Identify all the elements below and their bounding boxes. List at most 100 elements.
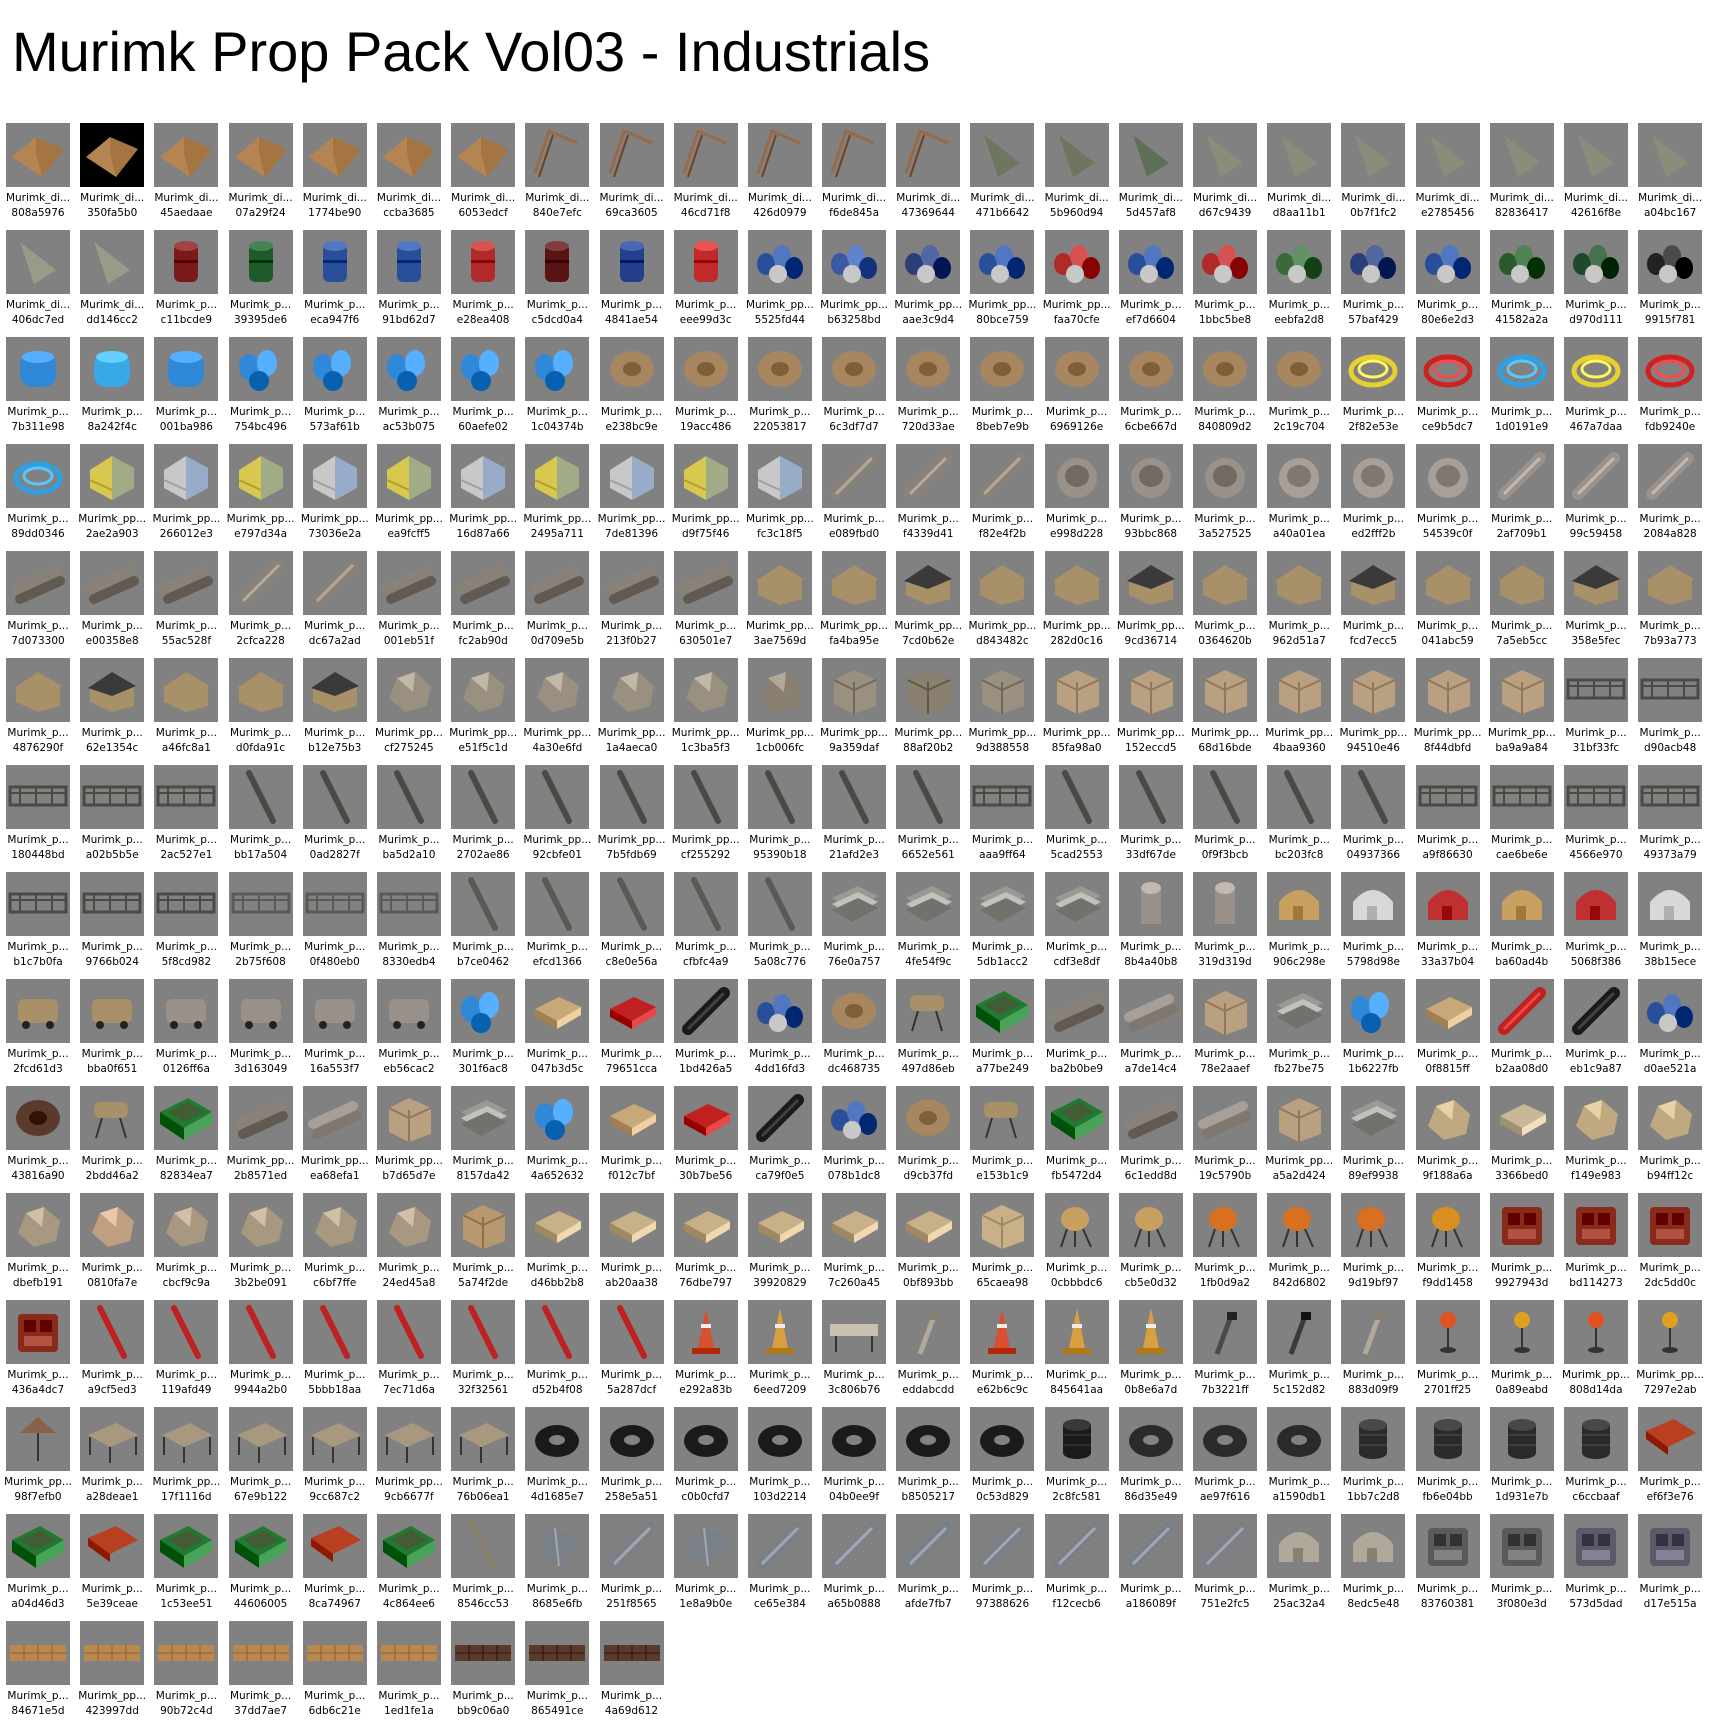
asset-tile[interactable]: Murimk_p... 2f82e53e [1340, 337, 1414, 444]
asset-thumbnail[interactable] [228, 1621, 293, 1685]
asset-thumbnail[interactable] [747, 230, 812, 294]
asset-tile[interactable]: Murimk_p... bc203fc8 [1266, 765, 1340, 872]
asset-tile[interactable]: Murimk_p... 04937366 [1340, 765, 1414, 872]
asset-tile[interactable]: Murimk_p... 5bbb18aa [302, 1300, 376, 1407]
asset-tile[interactable]: Murimk_pp... 92cbfe01 [523, 765, 598, 872]
asset-tile[interactable]: Murimk_pp... a5a2d424 [1265, 1086, 1340, 1193]
asset-tile[interactable]: Murimk_p... 047b3d5c [524, 979, 598, 1086]
asset-tile[interactable]: Murimk_pp... 423997dd [78, 1621, 153, 1728]
asset-thumbnail[interactable] [747, 1193, 812, 1257]
asset-thumbnail[interactable] [1118, 872, 1183, 936]
asset-tile[interactable]: Murimk_p... 865491ce [524, 1621, 598, 1728]
asset-thumbnail[interactable] [970, 979, 1035, 1043]
asset-tile[interactable]: Murimk_p... 49373a79 [1637, 765, 1710, 872]
asset-tile[interactable]: Murimk_p... 2cfca228 [228, 551, 302, 658]
asset-thumbnail[interactable] [1193, 444, 1257, 508]
asset-tile[interactable]: Murimk_p... 5db1acc2 [969, 872, 1043, 979]
asset-thumbnail[interactable] [376, 1514, 441, 1578]
asset-thumbnail[interactable] [6, 1300, 70, 1364]
asset-tile[interactable]: Murimk_p... 301f6ac8 [450, 979, 524, 1086]
asset-tile[interactable]: Murimk_p... 90b72c4d [153, 1621, 227, 1728]
asset-thumbnail[interactable] [1563, 1514, 1628, 1578]
asset-tile[interactable]: Murimk_p... 33df67de [1118, 765, 1192, 872]
asset-tile[interactable]: Murimk_p... b12e75b3 [302, 658, 376, 765]
asset-thumbnail[interactable] [747, 337, 812, 401]
asset-thumbnail[interactable] [673, 1300, 738, 1364]
asset-thumbnail[interactable] [1489, 230, 1554, 294]
asset-thumbnail[interactable] [302, 1193, 367, 1257]
asset-thumbnail[interactable] [970, 1300, 1035, 1364]
asset-tile[interactable]: Murimk_p... 25ac32a4 [1266, 1514, 1340, 1621]
asset-thumbnail[interactable] [80, 1407, 145, 1471]
asset-tile[interactable]: Murimk_p... 573af61b [302, 337, 376, 444]
asset-thumbnail[interactable] [1044, 1086, 1109, 1150]
asset-tile[interactable]: Murimk_p... 7c260a45 [821, 1193, 895, 1300]
asset-tile[interactable]: Murimk_di... 0b7f1fc2 [1340, 123, 1414, 230]
asset-tile[interactable]: Murimk_di... 406dc7ed [5, 230, 79, 337]
asset-thumbnail[interactable] [1563, 1300, 1628, 1364]
asset-thumbnail[interactable] [822, 1514, 887, 1578]
asset-thumbnail[interactable] [1638, 1407, 1703, 1471]
asset-tile[interactable]: Murimk_p... c6ccbaaf [1563, 1407, 1637, 1514]
asset-thumbnail[interactable] [154, 979, 219, 1043]
asset-thumbnail[interactable] [1118, 123, 1183, 187]
asset-thumbnail[interactable] [822, 1407, 887, 1471]
asset-tile[interactable]: Murimk_pp... 1a4aeca0 [598, 658, 673, 765]
asset-thumbnail[interactable] [599, 337, 664, 401]
asset-thumbnail[interactable] [1415, 979, 1480, 1043]
asset-thumbnail[interactable] [970, 765, 1035, 829]
asset-thumbnail[interactable] [1267, 658, 1332, 722]
asset-tile[interactable]: Murimk_p... 55ac528f [153, 551, 227, 658]
asset-thumbnail[interactable] [228, 444, 293, 508]
asset-tile[interactable]: Murimk_p... c11bcde9 [153, 230, 227, 337]
asset-thumbnail[interactable] [1267, 123, 1332, 187]
asset-thumbnail[interactable] [599, 123, 664, 187]
asset-tile[interactable]: Murimk_p... bb9c06a0 [450, 1621, 524, 1728]
asset-tile[interactable]: Murimk_p... 04b0ee9f [821, 1407, 895, 1514]
asset-tile[interactable]: Murimk_p... 67e9b122 [228, 1407, 302, 1514]
asset-thumbnail[interactable] [1341, 872, 1406, 936]
asset-thumbnail[interactable] [599, 658, 664, 722]
asset-thumbnail[interactable] [154, 872, 219, 936]
asset-thumbnail[interactable] [599, 230, 664, 294]
asset-tile[interactable]: Murimk_pp... d9f75f46 [672, 444, 747, 551]
asset-tile[interactable]: Murimk_p... 9cc687c2 [302, 1407, 376, 1514]
asset-tile[interactable]: Murimk_p... 9915f781 [1637, 230, 1710, 337]
asset-tile[interactable]: Murimk_p... d90acb48 [1637, 658, 1710, 765]
asset-tile[interactable]: Murimk_p... 0f8815ff [1415, 979, 1489, 1086]
asset-tile[interactable]: Murimk_p... 842d6802 [1266, 1193, 1340, 1300]
asset-tile[interactable]: Murimk_p... 1ed1fe1a [376, 1621, 450, 1728]
asset-tile[interactable]: Murimk_pp... d843482c [969, 551, 1043, 658]
asset-tile[interactable]: Murimk_p... 358e5fec [1563, 551, 1637, 658]
asset-tile[interactable]: Murimk_p... 1bd426a5 [673, 979, 747, 1086]
asset-thumbnail[interactable] [1118, 765, 1183, 829]
asset-thumbnail[interactable] [673, 337, 738, 401]
asset-thumbnail[interactable] [822, 337, 887, 401]
asset-thumbnail[interactable] [1638, 658, 1703, 722]
asset-tile[interactable]: Murimk_p... 76b06ea1 [450, 1407, 524, 1514]
asset-tile[interactable]: Murimk_p... 86d35e49 [1118, 1407, 1192, 1514]
asset-thumbnail[interactable] [6, 765, 70, 829]
asset-tile[interactable]: Murimk_p... 0bf893bb [895, 1193, 969, 1300]
asset-thumbnail[interactable] [376, 337, 441, 401]
asset-thumbnail[interactable] [525, 1300, 590, 1364]
asset-thumbnail[interactable] [154, 337, 219, 401]
asset-tile[interactable]: Murimk_di... 47369644 [895, 123, 969, 230]
asset-thumbnail[interactable] [302, 979, 367, 1043]
asset-tile[interactable]: Murimk_p... 24ed45a8 [376, 1193, 450, 1300]
asset-tile[interactable]: Murimk_p... 4c864ee6 [376, 1514, 450, 1621]
asset-tile[interactable]: Murimk_p... 5f8cd982 [153, 872, 227, 979]
asset-thumbnail[interactable] [1341, 444, 1406, 508]
asset-thumbnail[interactable] [1563, 337, 1628, 401]
asset-tile[interactable]: Murimk_p... 2ac527e1 [153, 765, 227, 872]
asset-thumbnail[interactable] [1118, 1407, 1183, 1471]
asset-tile[interactable]: Murimk_p... 1d931e7b [1489, 1407, 1563, 1514]
asset-tile[interactable]: Murimk_p... f149e983 [1563, 1086, 1637, 1193]
asset-thumbnail[interactable] [80, 658, 145, 722]
asset-tile[interactable]: Murimk_p... ce65e384 [747, 1514, 821, 1621]
asset-thumbnail[interactable] [896, 1407, 961, 1471]
asset-tile[interactable]: Murimk_pp... 266012e3 [152, 444, 227, 551]
asset-thumbnail[interactable] [228, 1086, 293, 1150]
asset-thumbnail[interactable] [1341, 658, 1406, 722]
asset-thumbnail[interactable] [1415, 337, 1480, 401]
